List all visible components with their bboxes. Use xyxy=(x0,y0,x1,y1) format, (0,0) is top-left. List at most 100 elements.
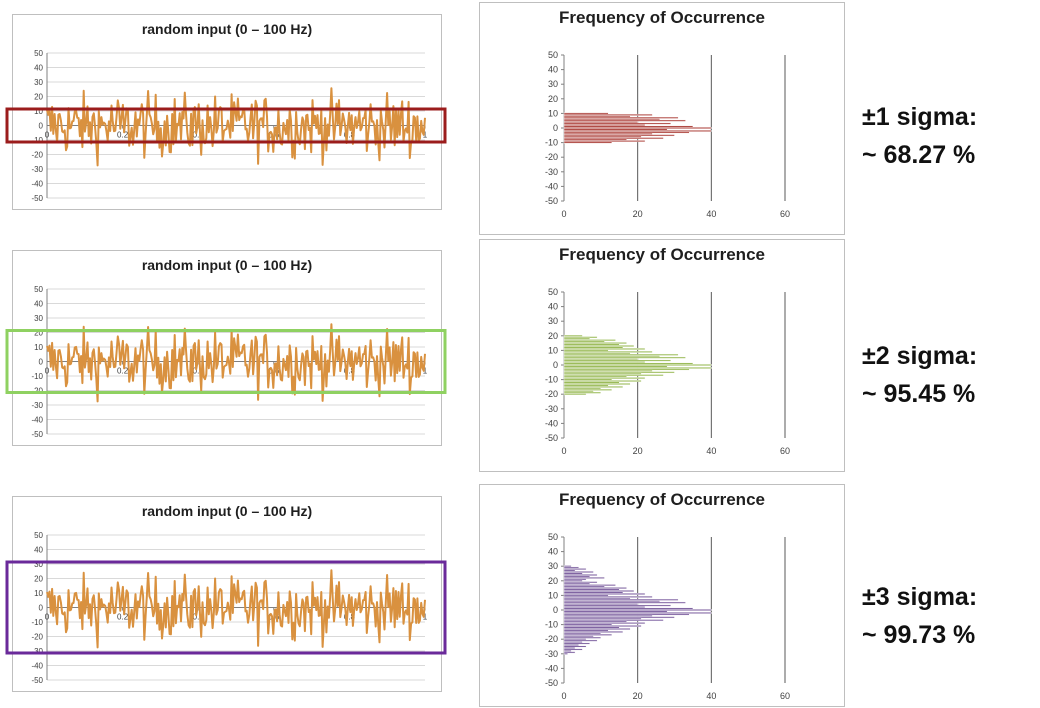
histogram-bar xyxy=(563,644,579,646)
histogram-bar xyxy=(563,112,609,115)
sigma-label-2: ±2 sigma: ~ 95.45 % xyxy=(862,337,977,413)
y-tick-label: -10 xyxy=(545,138,558,148)
histogram-bar xyxy=(563,568,587,571)
histogram-bar xyxy=(563,132,653,135)
histogram-bar xyxy=(563,121,638,124)
histogram-bar xyxy=(563,607,694,610)
y-tick-label: 40 xyxy=(34,64,43,73)
sigma-range: ±2 sigma: xyxy=(862,342,978,370)
signal-line xyxy=(46,323,426,403)
histogram-bar xyxy=(563,122,672,125)
sigma-range: ±3 sigma: xyxy=(862,583,978,611)
x-tick-label: 1 xyxy=(423,367,428,376)
histogram-bar xyxy=(563,574,598,576)
x-tick-label: 20 xyxy=(633,446,643,456)
histogram-bar xyxy=(563,113,653,116)
histogram-bar xyxy=(563,590,635,592)
y-tick-label: 40 xyxy=(548,65,558,75)
y-tick-label: 0 xyxy=(39,122,44,131)
histogram-bar xyxy=(563,604,672,607)
y-tick-label: -20 xyxy=(31,151,43,160)
x-tick-label: 0.4 xyxy=(193,131,205,140)
histogram-bar xyxy=(563,587,627,590)
histogram-bar xyxy=(563,119,686,122)
y-tick-label: 0 xyxy=(553,605,558,615)
chart-title: random input (0 – 100 Hz) xyxy=(141,503,313,519)
y-tick-label: 40 xyxy=(34,546,43,555)
y-tick-label: 30 xyxy=(548,79,558,89)
x-tick-label: 0.2 xyxy=(117,131,129,140)
y-tick-label: -40 xyxy=(545,181,558,191)
histogram-bar xyxy=(563,352,631,355)
y-tick-label: 20 xyxy=(34,329,43,338)
chart-title: Frequency of Occurrence xyxy=(559,8,765,27)
y-tick-label: -20 xyxy=(31,633,43,642)
y-tick-label: -30 xyxy=(545,404,558,414)
histogram-bar xyxy=(563,614,653,617)
histogram-bar xyxy=(563,342,627,345)
x-tick-label: 40 xyxy=(706,691,716,701)
histogram-bar xyxy=(563,365,668,368)
histogram-bar xyxy=(563,588,620,591)
histogram-bar xyxy=(563,575,590,578)
histogram-bar xyxy=(563,350,653,353)
histogram-bar xyxy=(563,343,620,346)
y-tick-label: -50 xyxy=(31,430,43,439)
histogram-bar xyxy=(563,613,690,616)
time-series-chart-2: 50 40 30 20 10 0 -10 -20 -30 -40 -50 0 0.2 0.4 0.6 0.8 1… xyxy=(5,250,447,446)
x-tick-label: 0.8 xyxy=(344,367,356,376)
histogram-bar xyxy=(563,581,598,584)
histogram-bar xyxy=(563,630,624,633)
y-tick-label: 10 xyxy=(34,589,43,598)
histogram-bar xyxy=(563,337,590,340)
histogram-bar xyxy=(563,597,631,600)
histogram-bar xyxy=(563,115,631,118)
y-tick-label: 0 xyxy=(39,358,44,367)
histogram-bar xyxy=(563,595,653,598)
y-tick-label: 10 xyxy=(548,345,558,355)
x-tick-label: 0 xyxy=(561,209,566,219)
histogram-bar xyxy=(563,610,668,613)
histogram-bar xyxy=(563,651,576,654)
y-tick-label: 30 xyxy=(548,561,558,571)
x-tick-label: 40 xyxy=(706,446,716,456)
histogram-bar xyxy=(563,356,686,359)
histogram-bar xyxy=(563,340,605,343)
x-tick-label: 0.2 xyxy=(117,613,129,622)
histogram-bar xyxy=(563,127,712,129)
histogram-bar xyxy=(563,387,602,390)
y-tick-label: 30 xyxy=(34,560,43,569)
histogram-bar xyxy=(563,372,642,375)
histogram-bar xyxy=(563,391,602,394)
x-tick-label: 20 xyxy=(633,691,643,701)
histogram-bar xyxy=(563,135,642,138)
y-tick-label: -50 xyxy=(31,676,43,685)
histogram-bar xyxy=(563,571,594,573)
x-tick-label: 0 xyxy=(45,613,50,622)
y-tick-label: 50 xyxy=(34,531,43,540)
histogram-bar xyxy=(563,384,609,387)
x-tick-label: 0.8 xyxy=(344,131,356,140)
histogram-bar xyxy=(563,366,712,369)
time-series-chart-3: 50 40 30 20 10 0 -10 -20 -30 -40 -50 0 0.2 0.4 0.6 0.8 1… xyxy=(5,496,447,692)
histogram-bar xyxy=(563,635,594,638)
histogram-bar xyxy=(563,349,609,352)
histogram-bar xyxy=(563,598,679,601)
x-tick-label: 0.2 xyxy=(117,367,129,376)
y-tick-label: -50 xyxy=(545,196,558,206)
histogram-bar xyxy=(563,390,594,393)
histogram-bar xyxy=(563,385,624,388)
histogram-bar xyxy=(563,361,646,364)
y-tick-label: 40 xyxy=(548,547,558,557)
histogram-bar xyxy=(563,131,690,134)
histogram-bar xyxy=(563,648,583,651)
x-tick-label: 60 xyxy=(780,446,790,456)
y-tick-label: 50 xyxy=(34,285,43,294)
histogram-bar xyxy=(563,623,613,626)
sigma-band-box xyxy=(5,329,447,394)
histogram-bar xyxy=(563,128,668,131)
y-tick-label: -30 xyxy=(545,167,558,177)
y-tick-label: -30 xyxy=(31,165,43,174)
histogram-bar xyxy=(563,649,572,652)
histogram-chart-1: 0 20 40 60 50 40 30 20 10 0 -10 -20 -30 -40 -50 Freque… xyxy=(479,2,845,235)
